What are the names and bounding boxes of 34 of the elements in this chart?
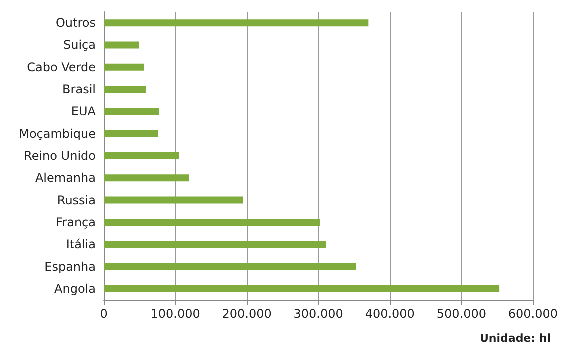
bar [104,241,326,248]
text: Unidade: hl [480,332,552,345]
y-tick-label: França [56,215,96,230]
bar [104,218,320,226]
x-tick-label: 600.000 [508,307,558,321]
bar [104,196,244,204]
bar [104,20,369,27]
y-tick-label: Alemanha [35,171,96,186]
bar [104,130,158,138]
y-tick-label: EUA [71,104,97,119]
y-tick-label: Itália [66,238,96,252]
y-tick-label: Brasil [62,82,96,97]
y-tick-label: Suiça [63,38,96,52]
x-tick-label: 500.000 [436,307,486,321]
bar [104,174,190,182]
y-tick-label: Russia [57,193,96,208]
y-tick-label: Reino Unido [24,149,96,163]
bar [104,152,180,160]
y-tick-label: Espanha [44,260,96,274]
bar [104,285,500,292]
y-tick-label: Moçambique [19,126,96,141]
y-tick-label: Angola [54,282,96,296]
x-tick-label: 0 [100,307,108,321]
x-tick-label: 400.000 [365,307,415,321]
bar [104,86,146,94]
y-tick-label: Cabo Verde [27,60,96,74]
y-tick-label: Outros [56,16,96,30]
bar [104,108,160,116]
bar [104,64,144,71]
bar [104,42,140,49]
bar [104,263,357,270]
x-tick-label: 100.000 [150,307,200,321]
x-tick-label: 300.000 [294,307,344,321]
x-tick-label: 200.000 [222,307,272,321]
